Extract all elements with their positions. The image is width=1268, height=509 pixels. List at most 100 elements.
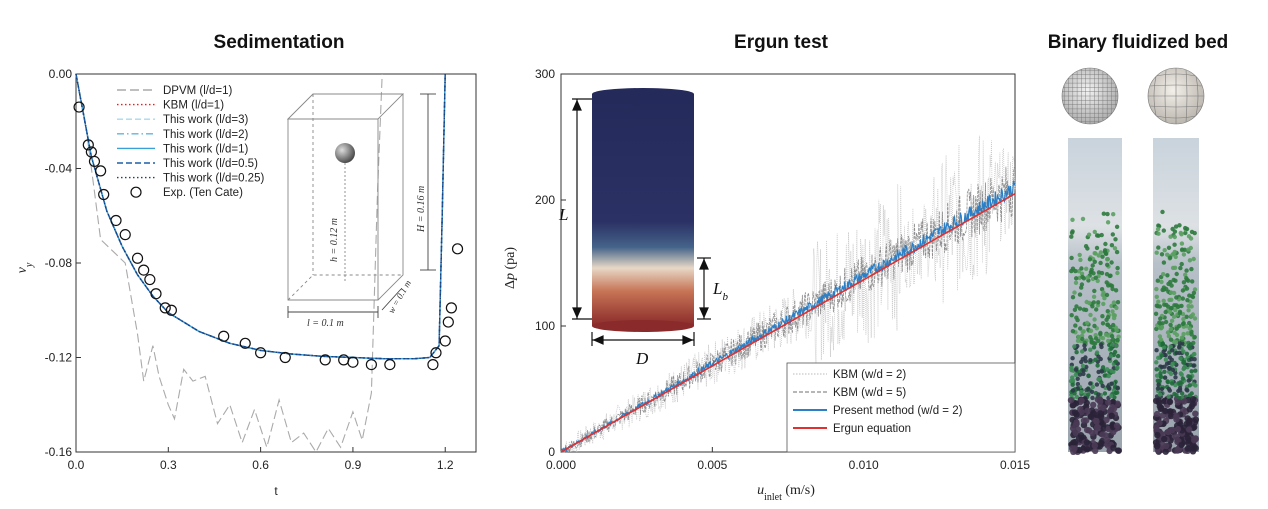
sed-exp-point <box>365 358 377 371</box>
inset-H-label: H = 0.16 m <box>416 186 427 233</box>
fine-mesh-sphere <box>1061 67 1119 125</box>
sed-exp-point <box>110 214 122 227</box>
sed-exp-point <box>159 302 171 314</box>
erg-legend-label: Ergun equation <box>833 423 911 435</box>
sed-exp-point <box>131 252 144 264</box>
erg-series-line-3 <box>560 193 1016 453</box>
erg-series-line-2 <box>561 180 1016 453</box>
sed-series <box>75 73 446 454</box>
inset-L-label: L <box>558 205 568 224</box>
sed-legend: DPVM (l/d=1) KBM (l/d=1) This work (l/d=3)… <box>117 85 264 199</box>
particle-ball <box>335 143 355 163</box>
ergun-title: Ergun test <box>734 32 829 53</box>
erg-legend-label: KBM (w/d = 5) <box>833 387 906 399</box>
erg-ticks: 0.000 0.005 0.010 0.015 0 100 200 300 <box>535 67 1030 472</box>
erg-legend: KBM (w/d = 2) KBM (w/d = 5) Present method… <box>786 362 1016 453</box>
erg-ylabel: Δp (pa) <box>503 247 518 289</box>
sedimentation-title: Sedimentation <box>214 32 345 53</box>
sed-legend-label: This work (l/d=0.5) <box>163 158 258 170</box>
bed-column-left <box>1067 138 1123 455</box>
sed-exp-point <box>95 165 107 177</box>
sed-series-line-4 <box>75 73 446 360</box>
sed-exp-point <box>439 335 451 347</box>
sed-series-line-0 <box>75 73 383 454</box>
sed-legend-label: KBM (l/d=1) <box>163 100 224 112</box>
sed-legend-label: This work (l/d=0.25) <box>163 173 264 185</box>
inset-Lb-label: Lb <box>712 279 728 303</box>
inset-h-label: h = 0.12 m <box>329 218 340 262</box>
sed-exp-point <box>445 302 457 314</box>
inset-w-label: w = 0.1 m <box>386 278 413 315</box>
sed-exp-point <box>82 139 94 151</box>
sed-exp-point <box>451 243 464 255</box>
sed-exp-point <box>165 304 177 316</box>
inset-l-label: l = 0.1 m <box>307 318 344 329</box>
sed-exp-point <box>73 101 85 113</box>
sed-y-tick-label: -0.04 <box>45 162 73 176</box>
sed-y-tick-label: -0.12 <box>45 351 73 365</box>
sed-exp-point <box>218 330 230 342</box>
sed-legend-label: This work (l/d=1) <box>163 143 248 155</box>
erg-series <box>560 135 1016 453</box>
sed-markers <box>73 101 464 371</box>
sed-x-tick-label: 0.6 <box>252 458 269 472</box>
sed-series-line-2 <box>75 73 446 360</box>
erg-y-tick-label: 100 <box>535 319 555 333</box>
ergun-chart: 0.000 0.005 0.010 0.015 0 100 200 300 uinlet (m… <box>503 67 1030 503</box>
sed-series-line-3 <box>75 73 446 360</box>
erg-y-tick-label: 0 <box>548 445 555 459</box>
erg-x-tick-label: 0.005 <box>697 458 727 472</box>
sed-exp-point <box>319 354 331 366</box>
sed-x-tick-label: 1.2 <box>437 458 454 472</box>
sed-exp-point <box>255 347 267 359</box>
sed-box-diagram <box>286 93 436 318</box>
sed-exp-point <box>239 337 251 349</box>
sed-exp-point <box>98 188 110 201</box>
erg-x-tick-label: 0.010 <box>849 458 879 472</box>
sed-legend-label: Exp. (Ten Cate) <box>163 187 243 199</box>
sed-exp-point <box>144 273 156 286</box>
sed-exp-point <box>338 354 350 366</box>
sed-exp-point <box>427 358 439 371</box>
erg-legend-box <box>786 362 1016 453</box>
sed-legend-label: DPVM (l/d=1) <box>163 85 233 97</box>
sed-exp-point <box>442 316 454 328</box>
erg-legend-label: KBM (w/d = 2) <box>833 369 906 381</box>
coarse-mesh-sphere <box>1147 67 1205 125</box>
sed-y-tick-label: 0.00 <box>49 67 73 81</box>
sed-legend-label: This work (l/d=2) <box>163 129 248 141</box>
bed-column-right <box>1152 138 1200 455</box>
erg-xlabel: uinlet (m/s) <box>757 483 815 503</box>
sed-exp-point <box>119 229 131 241</box>
sed-x-tick-label: 0.3 <box>160 458 177 472</box>
sed-exp-point <box>430 347 442 359</box>
sedimentation-chart: 0.0 0.3 0.6 0.9 1.20.00-0.04-0.08-0.12-0.16 … <box>15 67 477 498</box>
inset-D-label: D <box>635 349 649 368</box>
erg-x-tick-label: 0.015 <box>1000 458 1030 472</box>
sed-x-tick-label: 0.9 <box>345 458 362 472</box>
sed-exp-point <box>150 288 162 300</box>
erg-x-tick-label: 0.000 <box>546 458 576 472</box>
sed-exp-point <box>384 358 396 371</box>
erg-y-tick-label: 200 <box>535 193 555 207</box>
sed-series-line-6 <box>75 73 446 360</box>
sed-ylabel: vy <box>15 262 35 273</box>
sed-exp-point <box>279 351 291 364</box>
sed-x-tick-label: 0.0 <box>68 458 85 472</box>
erg-y-tick-label: 300 <box>535 67 555 81</box>
sed-series-line-5 <box>75 73 446 360</box>
sed-exp-point <box>88 155 101 168</box>
ergun-bed-diagram: L Lb D <box>558 88 728 368</box>
sed-series-line-1 <box>75 73 446 360</box>
sed-y-tick-label: -0.16 <box>45 445 73 459</box>
sed-legend-label: This work (l/d=3) <box>163 114 248 126</box>
sed-exp-point <box>347 356 359 368</box>
sed-y-tick-label: -0.08 <box>45 256 73 270</box>
binary-bed-panel <box>1061 67 1205 455</box>
binary-title: Binary fluidized bed <box>1048 32 1229 53</box>
erg-legend-label: Present method (w/d = 2) <box>833 405 963 417</box>
sed-exp-point <box>138 264 150 276</box>
sed-legend-marker <box>130 186 142 198</box>
sed-xlabel: t <box>274 484 278 498</box>
